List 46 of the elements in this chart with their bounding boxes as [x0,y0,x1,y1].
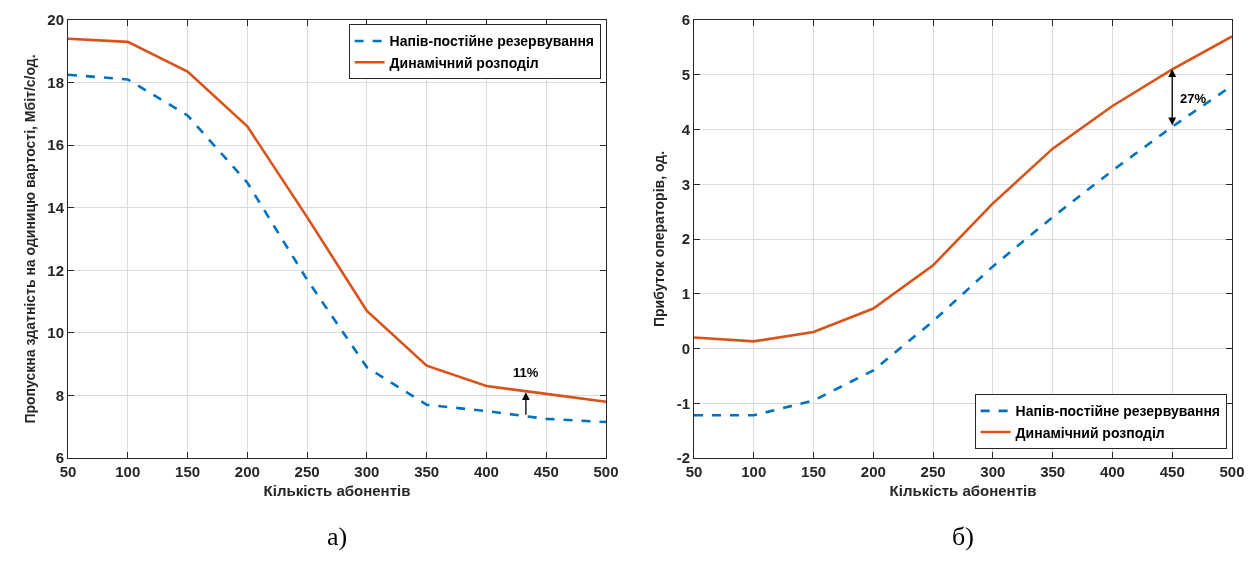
x-tick-label: 350 [414,463,440,480]
line-series [694,35,1232,343]
x-axis-title: Кількість абонентів [263,482,411,499]
y-axis-title: Пропускна здатність на одиницю вартості, Мбіт/с/од. [21,54,38,424]
x-tick-label: 100 [115,463,141,480]
x-tick-label: 100 [741,463,767,480]
legend-label: Напів-постійне резервування [1015,403,1221,420]
x-tick-label: 300 [980,463,1006,480]
y-tick-label: 4 [681,120,691,138]
y-tick-label: 14 [47,198,65,216]
x-axis-title: Кількість абонентів [889,482,1037,499]
annotation: 11% [513,365,539,380]
y-tick-label: 0 [681,339,690,357]
y-axis-title: Прибуток операторів, од. [651,150,668,328]
x-tick-label: 300 [354,463,380,480]
x-tick-label: 250 [294,463,320,480]
x-tick-label: 400 [1099,463,1125,480]
annotation: 27% [1180,91,1207,106]
x-tick-label: 150 [175,463,201,480]
y-tick-label: 20 [47,11,64,29]
y-tick-label: 5 [681,66,690,83]
x-tick-label: 200 [860,463,886,480]
x-tick-label: 500 [1219,463,1245,480]
y-tick-label: 3 [681,175,690,193]
y-tick-label: 12 [47,261,64,279]
x-tick-label: 500 [593,463,619,480]
x-tick-label: 150 [801,463,827,480]
y-tick-label: -1 [676,394,690,412]
x-tick-label: 350 [1040,463,1066,480]
x-tick-label: 450 [1159,463,1185,480]
y-tick-label: 1 [681,285,690,302]
y-tick-label: 10 [47,324,64,342]
legend-label: Динамічний розподіл [389,54,539,71]
x-tick-label: 450 [533,463,559,480]
y-tick-label: 2 [681,230,690,248]
y-tick-label: 8 [55,386,64,404]
legend-label: Напів-постійне резервування [389,33,595,50]
y-tick-label: 18 [47,73,64,91]
x-tick-label: 400 [473,463,499,480]
y-tick-label: 16 [47,136,64,154]
x-tick-label: 250 [920,463,946,480]
legend-label: Динамічний розподіл [1015,424,1165,441]
y-tick-label: 6 [681,11,690,29]
text: а) [327,522,348,551]
text: б) [952,522,974,551]
x-tick-label: 200 [234,463,260,480]
